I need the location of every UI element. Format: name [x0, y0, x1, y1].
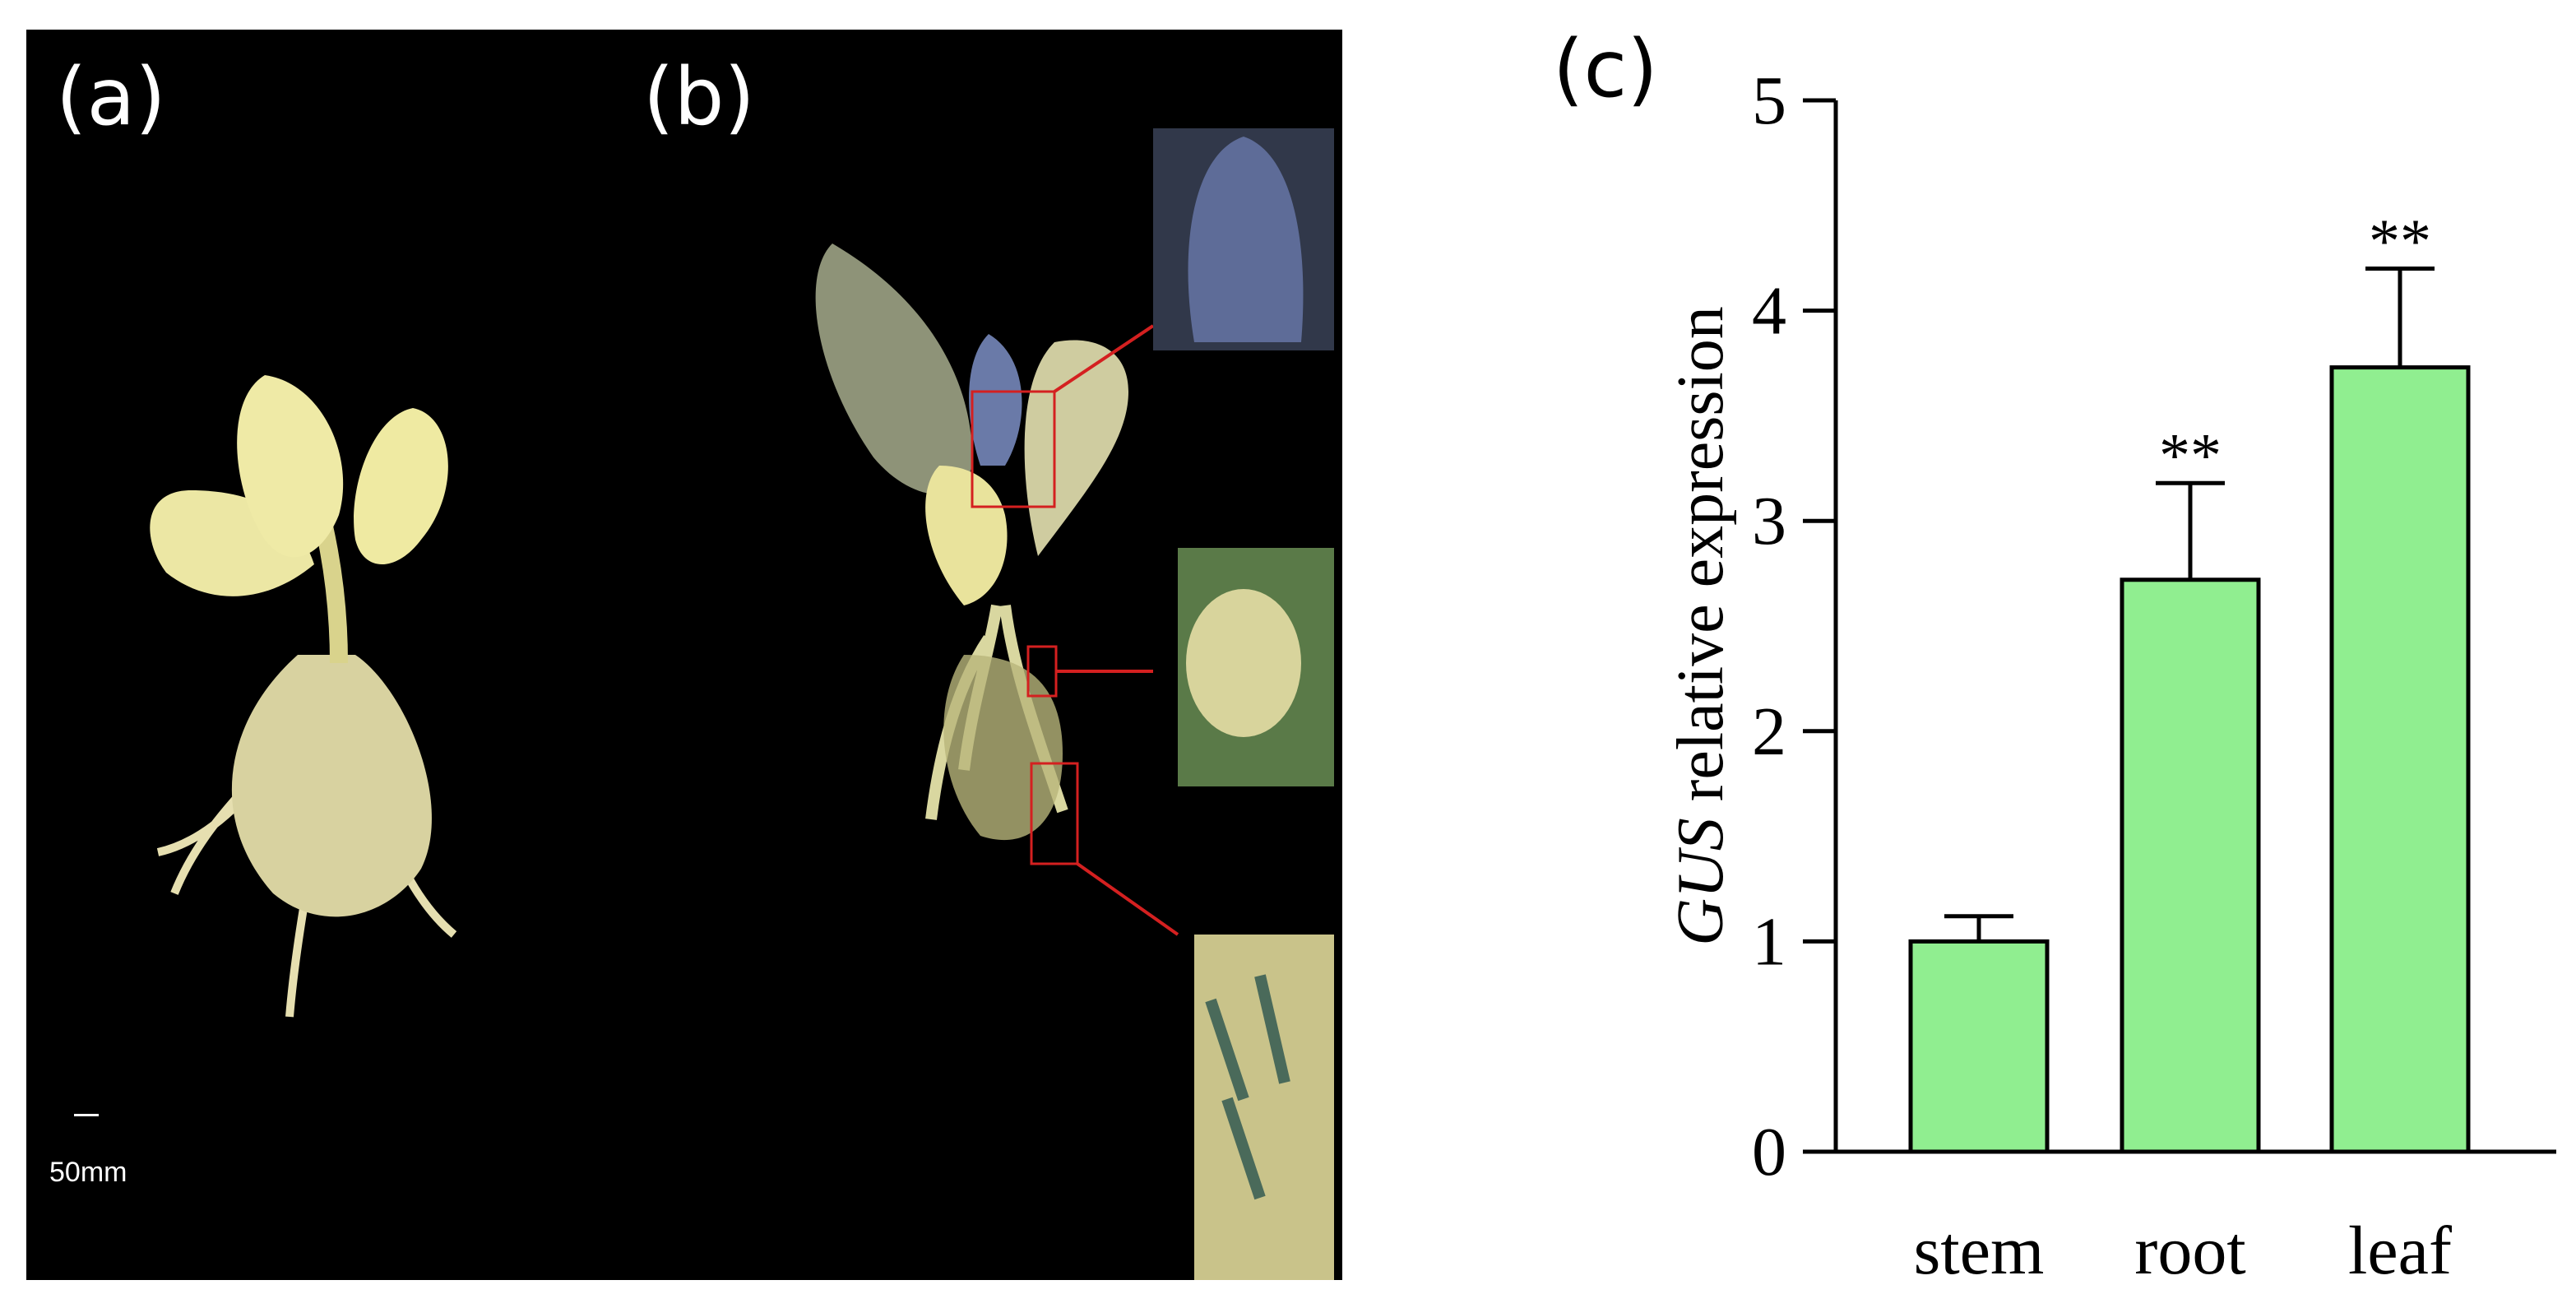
bar-chart-panel: (c) 0 1 2 3 4 5 GUS relative expression stem ** r… — [1546, 30, 2566, 1296]
scale-bar-label: 50mm — [49, 1157, 127, 1188]
y-axis-label-italic: GUS — [1665, 818, 1737, 946]
inset-leaf-blue — [1153, 128, 1334, 350]
y-tick-label: 0 — [1752, 1114, 1786, 1190]
bar-chart: 0 1 2 3 4 5 GUS relative expression stem ** root *… — [1665, 63, 2556, 1289]
y-axis-label: GUS relative expression — [1665, 306, 1737, 946]
plant-b-illustration — [815, 244, 1179, 936]
y-tick-label: 4 — [1752, 273, 1786, 350]
y-tick-label: 2 — [1752, 693, 1786, 770]
bar-leaf — [2329, 365, 2471, 1154]
panel-label-b: (b) — [643, 51, 755, 143]
x-tick-label-stem: stem — [1914, 1213, 2045, 1289]
plant-a-illustration — [150, 375, 457, 1018]
x-tick-label-root: root — [2134, 1213, 2245, 1289]
plant-photographs — [150, 128, 1334, 1280]
y-axis-label-rest: relative expression — [1665, 306, 1737, 818]
significance-leaf: ** — [2369, 206, 2431, 276]
bar-stem — [1908, 939, 2050, 1154]
y-tick-label: 5 — [1752, 63, 1786, 139]
photo-panel: (a) (b) 50mm — [26, 30, 1342, 1280]
scale-bar — [74, 1114, 99, 1116]
y-tick-label: 3 — [1752, 483, 1786, 559]
inset-root-closeup — [1194, 935, 1334, 1280]
inset-stem-closeup — [1178, 548, 1334, 786]
panel-label-c: (c) — [1553, 23, 1658, 115]
x-tick-label-leaf: leaf — [2348, 1213, 2452, 1289]
y-tick-label: 1 — [1752, 903, 1786, 980]
panel-label-a: (a) — [56, 51, 166, 143]
bar-root — [2120, 577, 2261, 1154]
significance-root: ** — [2159, 421, 2222, 490]
